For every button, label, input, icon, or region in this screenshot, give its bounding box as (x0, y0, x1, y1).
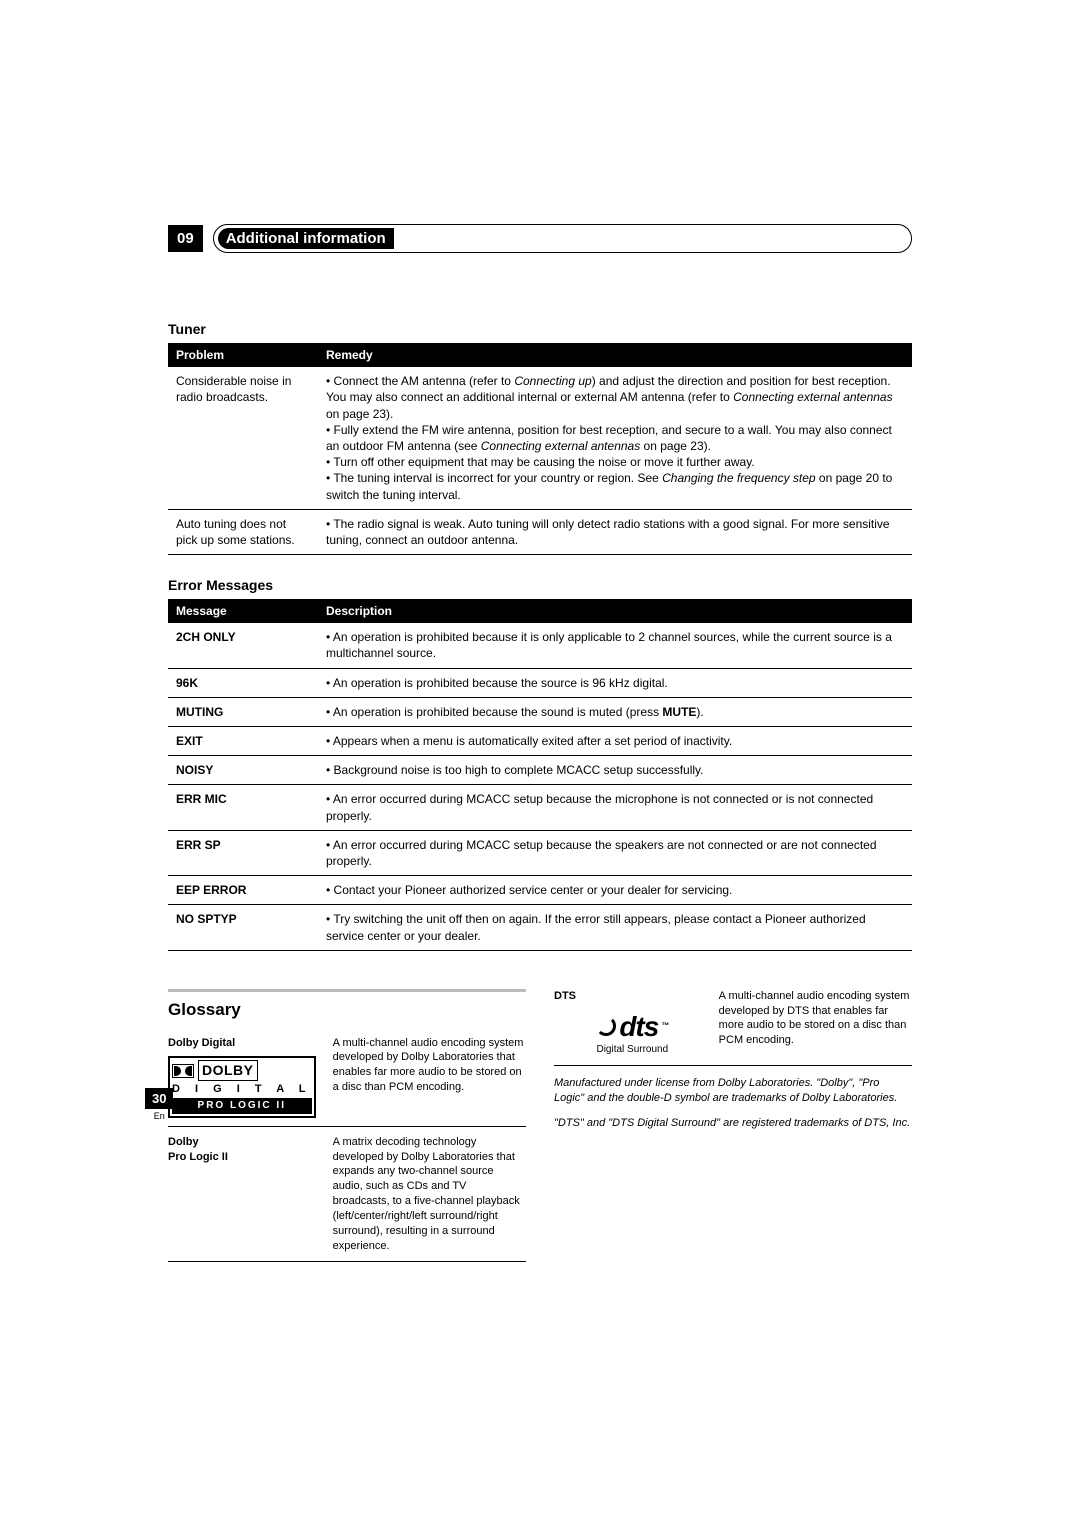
page-number: 30 En (145, 1088, 173, 1121)
chapter-number: 09 (168, 225, 203, 252)
legal-text: Manufactured under license from Dolby La… (554, 1076, 912, 1106)
table-row: NOISY• Background noise is too high to c… (168, 756, 912, 785)
table-row: 2CH ONLY• An operation is prohibited bec… (168, 623, 912, 668)
dolby-logo: DOLBY D I G I T A L PRO LOGIC II (168, 1056, 316, 1117)
table-row: NO SPTYP• Try switching the unit off the… (168, 905, 912, 950)
glossary-term: Dolby Digital (168, 1036, 325, 1051)
tuner-remedy: • Connect the AM antenna (refer to Conne… (318, 367, 912, 509)
table-row: Auto tuning does not pick up some statio… (168, 509, 912, 554)
glossary-def: A multi-channel audio encoding system de… (719, 989, 912, 1057)
tuner-problem: Auto tuning does not pick up some statio… (168, 509, 318, 554)
glossary-left-column: Glossary Dolby Digital DOLBY D I G I T A… (168, 989, 526, 1263)
glossary-entry: DTS dts™ Digital Surround A multi-channe… (554, 989, 912, 1066)
table-row: ERR SP• An error occurred during MCACC s… (168, 830, 912, 875)
tuner-remedy: • The radio signal is weak. Auto tuning … (318, 509, 912, 554)
chapter-title: Additional information (218, 228, 394, 249)
glossary-entry: Dolby Digital DOLBY D I G I T A L PRO LO… (168, 1036, 526, 1127)
glossary-def: A matrix decoding technology developed b… (333, 1135, 526, 1254)
tuner-problem: Considerable noise in radio broadcasts. (168, 367, 318, 509)
glossary-section: Glossary Dolby Digital DOLBY D I G I T A… (168, 989, 912, 1263)
glossary-right-column: DTS dts™ Digital Surround A multi-channe… (554, 989, 912, 1263)
glossary-heading: Glossary (168, 989, 526, 1022)
dts-swirl-icon (596, 1016, 616, 1036)
table-row: ERR MIC• An error occurred during MCACC … (168, 785, 912, 830)
errors-heading: Error Messages (168, 577, 912, 593)
glossary-term: Dolby (168, 1135, 325, 1150)
errors-table: Message Description 2CH ONLY• An operati… (168, 599, 912, 951)
page-content: 09 Additional information Tuner Problem … (0, 0, 1080, 1262)
tuner-col-problem: Problem (168, 343, 318, 367)
tuner-col-remedy: Remedy (318, 343, 912, 367)
errors-col-description: Description (318, 599, 912, 623)
page-language: En (145, 1111, 173, 1121)
errors-col-message: Message (168, 599, 318, 623)
glossary-entry: Dolby Pro Logic II A matrix decoding tec… (168, 1135, 526, 1263)
tuner-heading: Tuner (168, 321, 912, 337)
table-row: EEP ERROR• Contact your Pioneer authoriz… (168, 876, 912, 905)
glossary-def: A multi-channel audio encoding system de… (333, 1036, 526, 1118)
double-d-icon (172, 1064, 194, 1078)
table-row: 96K• An operation is prohibited because … (168, 668, 912, 697)
glossary-term: DTS (554, 989, 711, 1004)
chapter-title-pill: Additional information (213, 224, 912, 253)
dts-logo: dts™ Digital Surround (554, 1008, 711, 1057)
glossary-term: Pro Logic II (168, 1150, 325, 1165)
chapter-header: 09 Additional information (168, 224, 912, 253)
table-row: MUTING• An operation is prohibited becau… (168, 697, 912, 726)
table-row: EXIT• Appears when a menu is automatical… (168, 727, 912, 756)
tuner-table: Problem Remedy Considerable noise in rad… (168, 343, 912, 555)
page-number-value: 30 (145, 1088, 173, 1109)
table-row: Considerable noise in radio broadcasts. … (168, 367, 912, 509)
legal-text: "DTS" and "DTS Digital Surround" are reg… (554, 1116, 912, 1131)
